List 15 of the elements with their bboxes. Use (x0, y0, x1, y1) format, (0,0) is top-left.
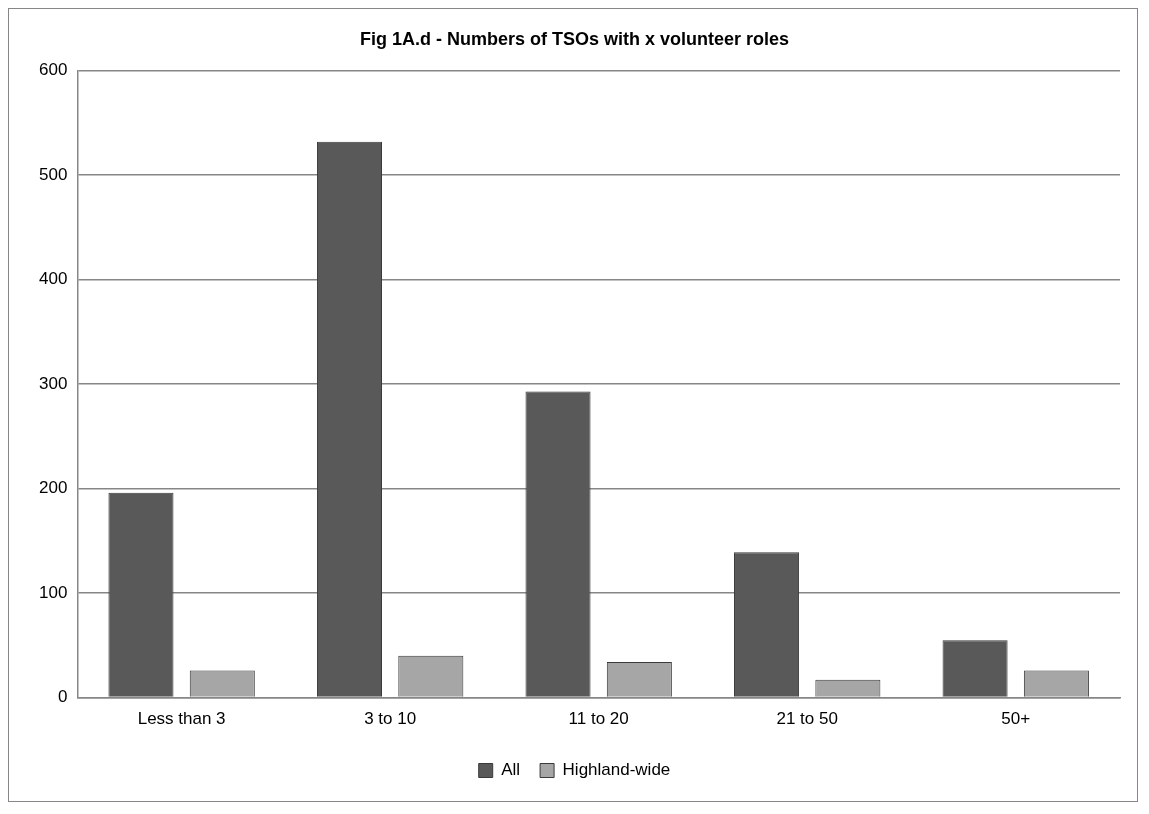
legend-label: Highland-wide (562, 760, 671, 780)
legend-label: All (501, 760, 521, 780)
y-tick-label: 400 (38, 269, 68, 289)
y-tick-label: 600 (38, 60, 68, 80)
y-tick-label: 500 (38, 164, 68, 184)
y-tick-label: 200 (38, 478, 68, 498)
x-tick-label: Less than 3 (137, 709, 226, 729)
y-tick-label: 0 (57, 687, 68, 707)
x-tick-label: 21 to 50 (776, 709, 838, 729)
y-tick-label: 300 (38, 373, 68, 393)
x-tick-label: 50+ (1001, 709, 1031, 729)
y-tick-label: 100 (38, 582, 68, 602)
x-tick-label: 11 to 20 (568, 709, 629, 729)
x-tick-label: 3 to 10 (364, 709, 417, 729)
chart-title: Fig 1A.d - Numbers of TSOs with x volunteer roles (359, 28, 790, 49)
